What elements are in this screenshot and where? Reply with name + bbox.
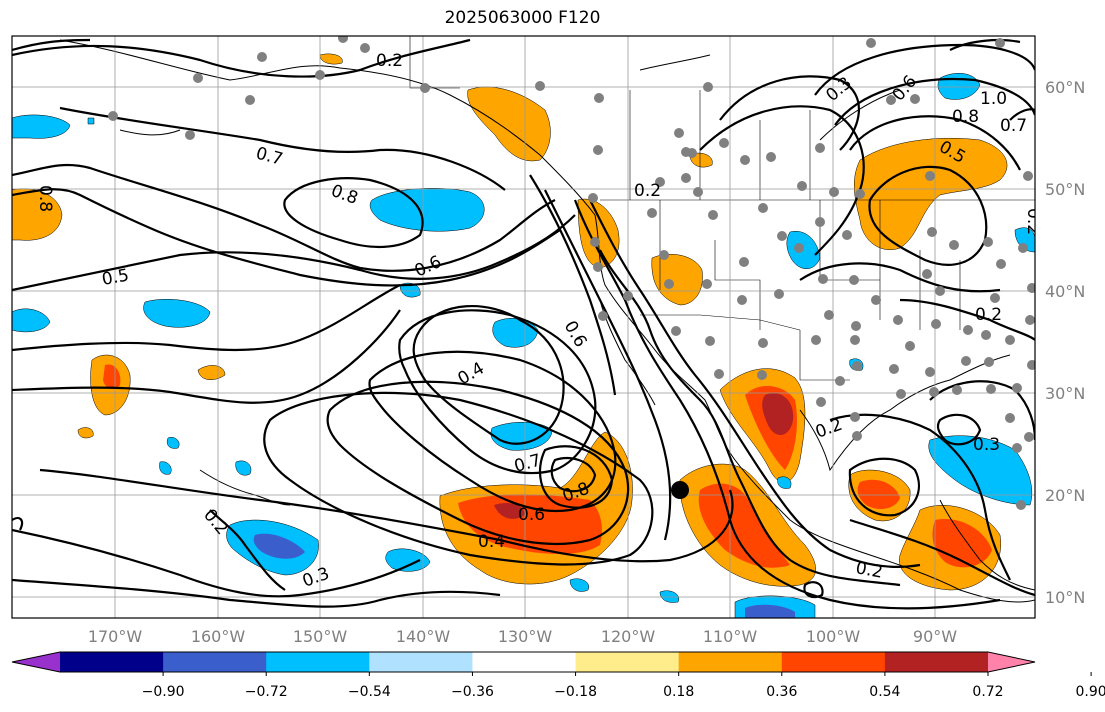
colorbar-tick-label: −0.18 <box>554 684 597 700</box>
colorbar-extend-high <box>988 652 1035 672</box>
lon-label: 150°W <box>293 627 348 646</box>
contour-label: 0.2 <box>1023 208 1043 235</box>
lon-label: 160°W <box>191 627 246 646</box>
lat-label: 60°N <box>1045 78 1085 97</box>
colorbar-segment <box>163 652 267 672</box>
lon-label: 170°W <box>88 627 143 646</box>
colorbar-tick-label: 0.90 <box>1076 684 1105 700</box>
contour-label: 0.8 <box>35 185 55 212</box>
colorbar-tick-label: 0.72 <box>972 684 1003 700</box>
longitude-labels: 170°W 160°W 150°W 140°W 130°W 120°W 110°… <box>88 627 957 646</box>
colorbar-tick-label: −0.72 <box>245 684 288 700</box>
political-borders <box>409 36 1035 381</box>
lat-label: 20°N <box>1045 486 1085 505</box>
colorbar-segment <box>472 652 577 672</box>
colorbar-segment <box>266 652 370 672</box>
map-content: 0.2 0.7 0.8 0.5 0.6 0.8 0.4 0.6 0.7 0.8 … <box>12 36 1043 618</box>
contour-label: 0.2 <box>975 305 1002 325</box>
colorbar: −0.90 −0.72 −0.54 −0.36 −0.18 0.18 0.36 0.54 0.7… <box>11 651 1105 700</box>
colorbar-segment <box>575 652 680 672</box>
colorbar-segment <box>781 652 886 672</box>
lon-label: 120°W <box>601 627 656 646</box>
contour-label: 0.4 <box>478 532 505 552</box>
positive-shading <box>12 53 1008 591</box>
colorbar-tick-label: 0.54 <box>869 684 900 700</box>
contour-label: 0.8 <box>952 107 979 127</box>
colorbar-segment <box>369 652 473 672</box>
lat-label: 40°N <box>1045 282 1085 301</box>
lon-label: 110°W <box>703 627 758 646</box>
marker-dot <box>671 481 689 499</box>
colorbar-tick-label: −0.54 <box>348 684 391 700</box>
contour-label: 0.2 <box>854 558 884 582</box>
station-dots <box>108 36 1035 510</box>
contour-label: 0.7 <box>1000 116 1027 136</box>
contour-label: 1.0 <box>980 89 1007 109</box>
map-frame <box>11 35 1036 619</box>
contours <box>12 38 1035 610</box>
lon-label: 140°W <box>396 627 451 646</box>
colorbar-extend-low <box>12 652 60 672</box>
colorbar-segment <box>884 652 989 672</box>
lon-label: 90°W <box>913 627 957 646</box>
negative-shading <box>12 73 1035 618</box>
graticule <box>12 36 1035 618</box>
colorbar-segment <box>60 652 164 672</box>
contour-label: 0.3 <box>973 435 1000 455</box>
map-title: 2025063000 F120 <box>444 8 601 28</box>
lon-label: 130°W <box>498 627 553 646</box>
lat-label: 50°N <box>1045 180 1085 199</box>
contour-label: 0.2 <box>634 181 661 201</box>
latitude-labels: 60°N 50°N 40°N 30°N 20°N 10°N <box>1045 78 1085 607</box>
lat-label: 30°N <box>1045 384 1085 403</box>
colorbar-tick-label: −0.90 <box>142 684 185 700</box>
contour-label: 0.6 <box>518 505 545 525</box>
lon-label: 100°W <box>806 627 861 646</box>
colorbar-tick-label: −0.36 <box>451 684 494 700</box>
lat-label: 10°N <box>1045 588 1085 607</box>
contour-label: 0.5 <box>100 266 130 290</box>
colorbar-tick-label: 0.36 <box>766 684 797 700</box>
colorbar-tick-label: 0.18 <box>663 684 694 700</box>
contour-label: 0.2 <box>376 51 403 71</box>
colorbar-outline <box>11 651 1036 673</box>
colorbar-segment <box>678 652 783 672</box>
